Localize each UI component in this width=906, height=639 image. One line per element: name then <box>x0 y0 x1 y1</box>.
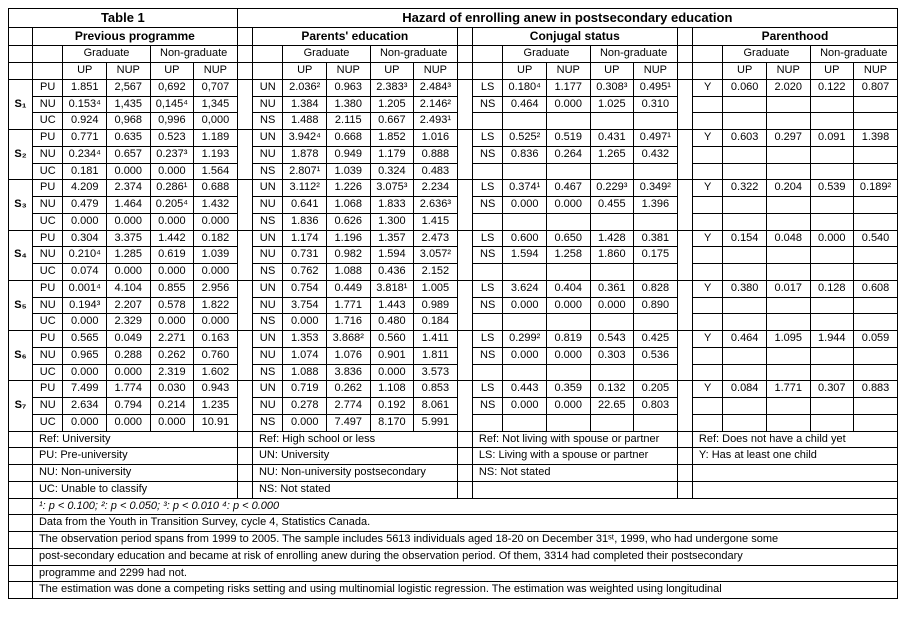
section-parent: Parenthood <box>692 28 897 46</box>
section-prev: Previous programme <box>32 28 237 46</box>
table-title-left: Table 1 <box>9 9 238 28</box>
hazard-table: Table 1 Hazard of enrolling anew in post… <box>8 8 898 599</box>
s-label: S₂ <box>9 130 33 180</box>
significance-note: ¹: p < 0.100; ²: p < 0.050; ³: p < 0.010… <box>32 498 897 515</box>
s-label: S₄ <box>9 230 33 280</box>
table-title-right: Hazard of enrolling anew in postsecondar… <box>237 9 897 28</box>
s-label: S₁ <box>9 79 33 129</box>
s-label: S₃ <box>9 180 33 230</box>
s-label: S₆ <box>9 331 33 381</box>
section-par: Parents' education <box>252 28 457 46</box>
s-label: S₇ <box>9 381 33 431</box>
section-conj: Conjugal status <box>472 28 677 46</box>
s-label: S₅ <box>9 280 33 330</box>
